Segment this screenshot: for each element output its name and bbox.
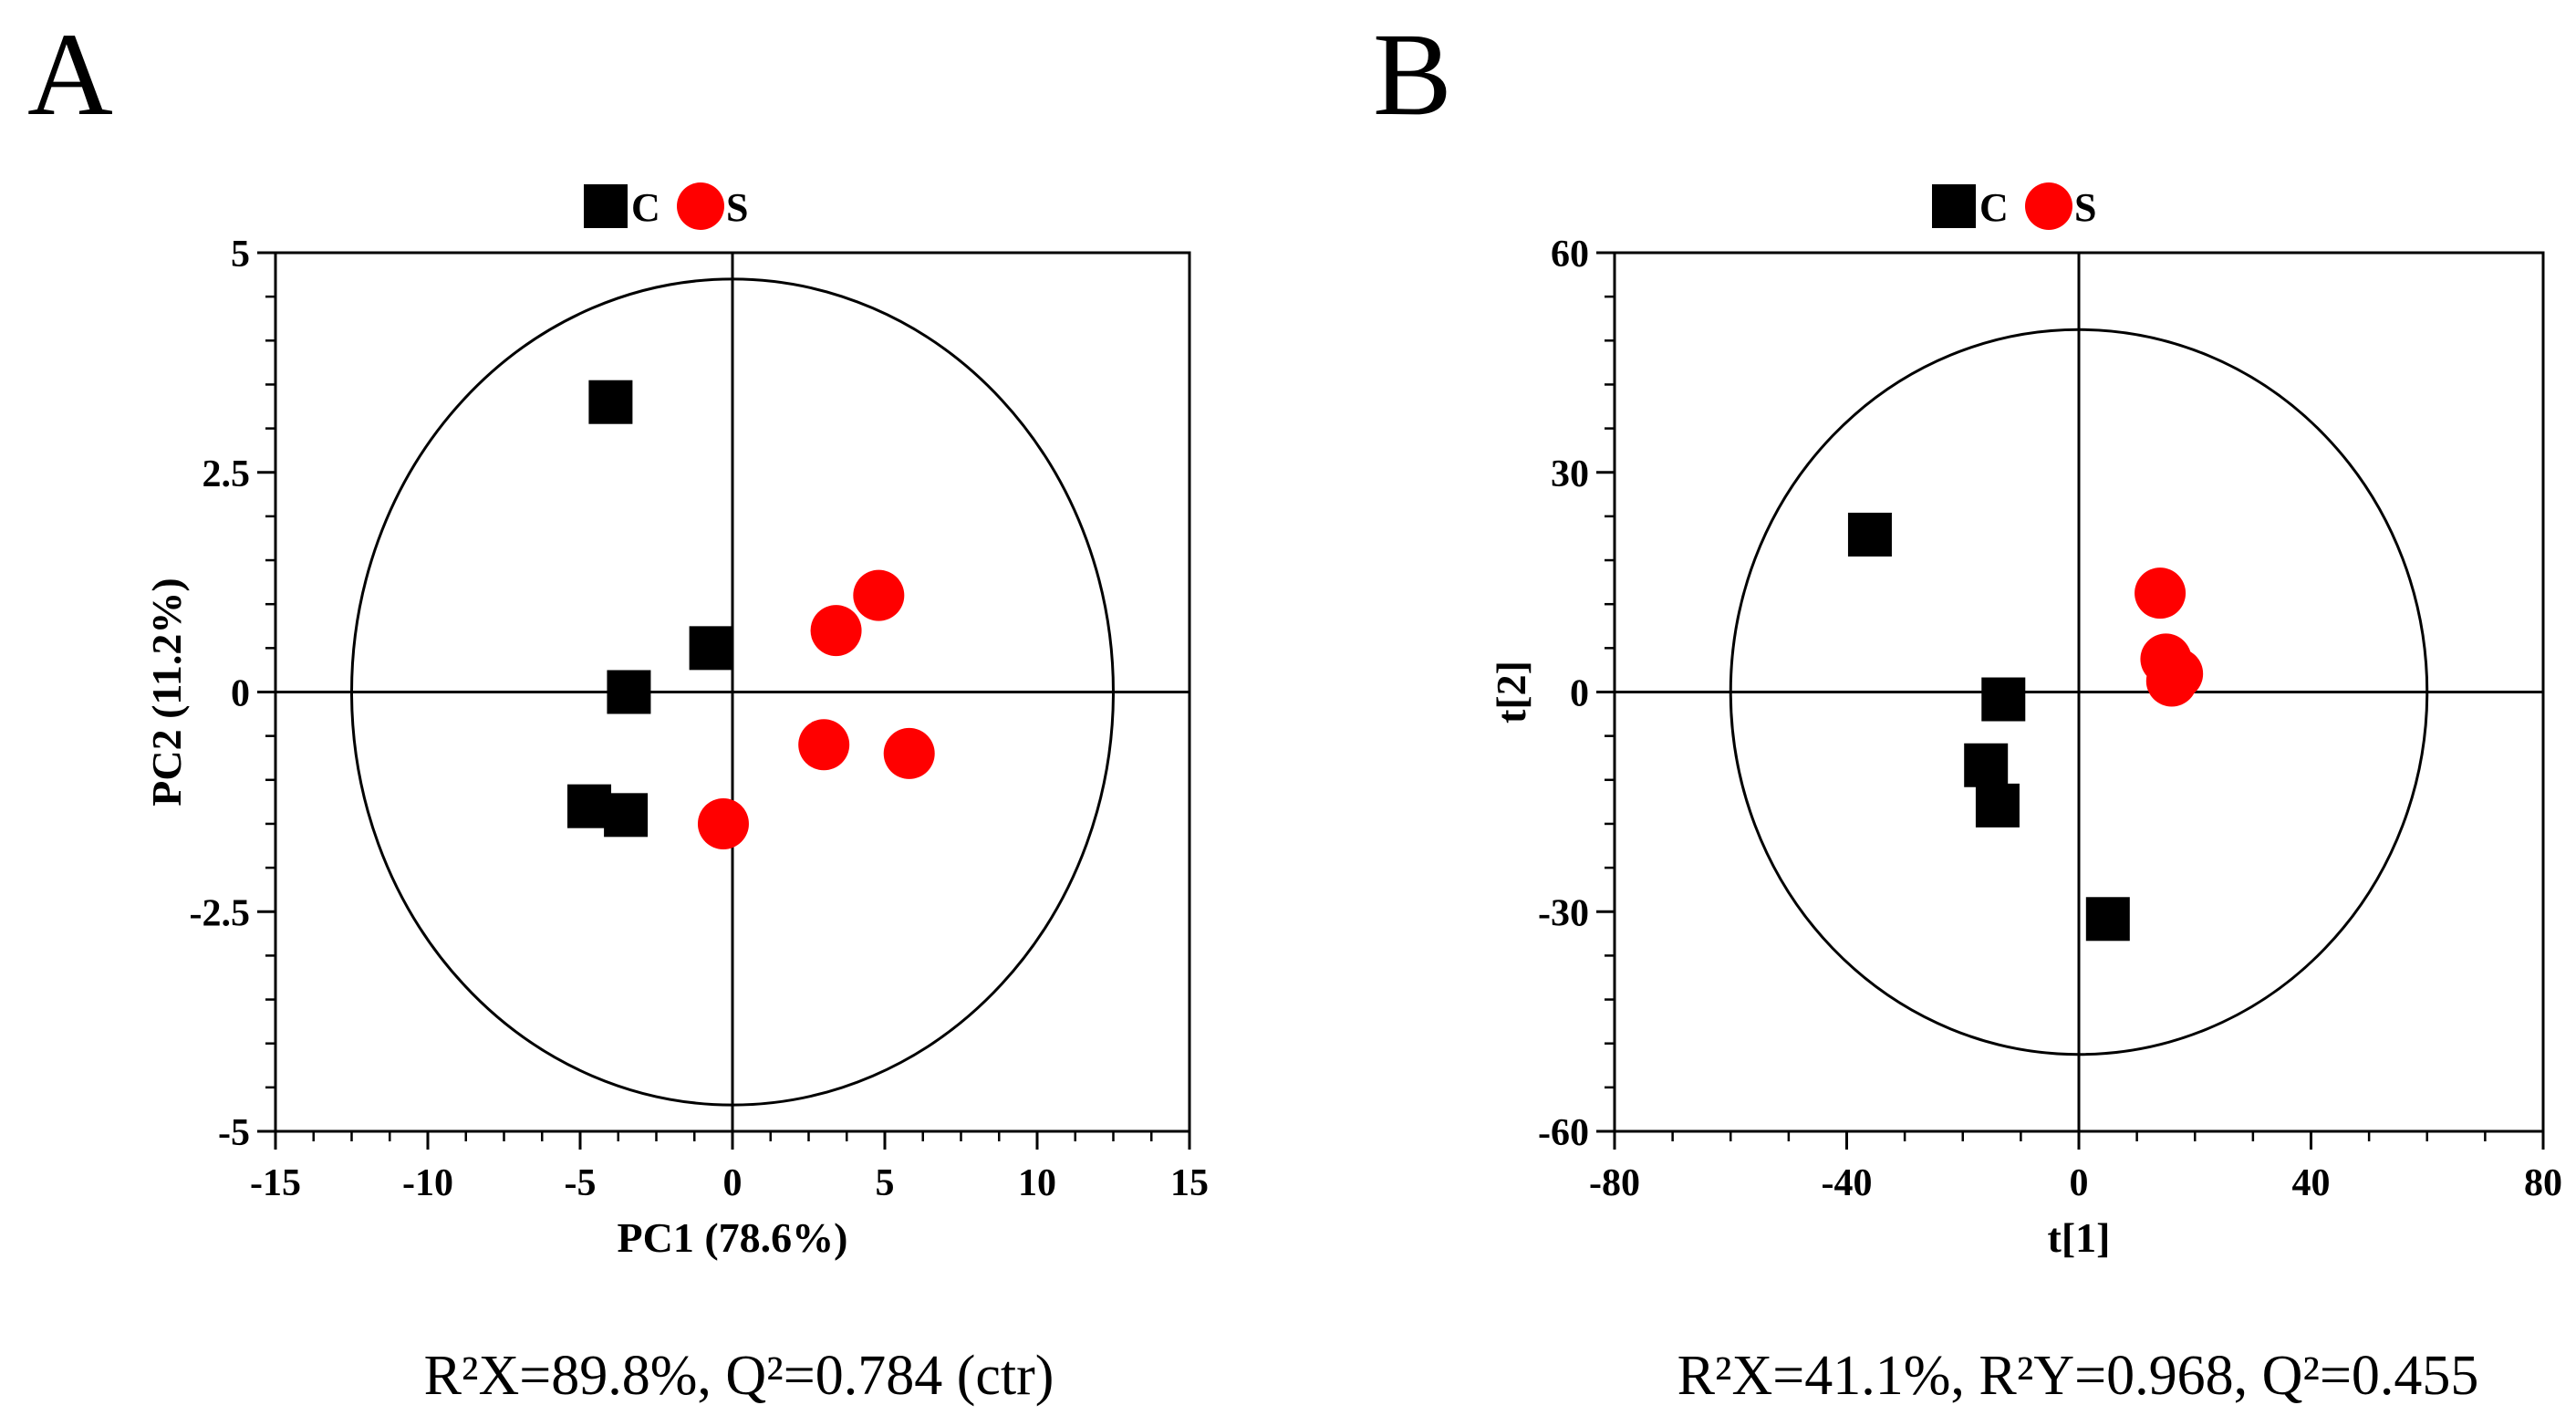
legend-label: C	[631, 185, 660, 230]
model-stats: R²X=41.1%, R²Y=0.968, Q²=0.455	[1678, 1345, 2479, 1407]
legend-circle-marker	[2025, 182, 2072, 230]
data-point-C	[1981, 677, 2026, 722]
panel-label: A	[27, 9, 113, 141]
y-tick-label: 2.5	[203, 453, 251, 495]
data-point-C	[2085, 897, 2130, 942]
legend-label: C	[1979, 185, 2009, 230]
x-tick-label: 15	[1170, 1162, 1209, 1204]
y-tick-label: 0	[1570, 673, 1589, 715]
legend-label: S	[726, 185, 748, 230]
legend-circle-marker	[677, 182, 724, 230]
x-tick-label: 10	[1018, 1162, 1056, 1204]
data-point-C	[689, 626, 733, 671]
y-tick-label: -5	[218, 1112, 250, 1154]
x-tick-label: -10	[402, 1162, 453, 1204]
data-point-C	[604, 793, 649, 838]
x-tick-label: -80	[1589, 1162, 1640, 1204]
y-tick-label: 0	[231, 673, 250, 715]
data-point-S	[697, 797, 749, 849]
panel-a: A -15 -10 -5 0 5 10 15 -5 -2.5 0 2.5 5 PC1 (78.6%) PC2…	[27, 9, 1209, 1407]
confidence-ellipse	[1729, 328, 2429, 1056]
data-point-S	[2135, 567, 2186, 619]
data-point-S	[798, 719, 850, 771]
data-point-S	[810, 605, 862, 657]
x-tick-label: 80	[2524, 1162, 2562, 1204]
y-tick-label: 30	[1551, 453, 1589, 495]
legend-square-marker	[584, 184, 628, 228]
data-point-C	[1847, 512, 1892, 557]
x-tick-label: -15	[250, 1162, 301, 1204]
legend-label: S	[2074, 185, 2096, 230]
data-point-C	[567, 784, 612, 828]
y-axis-label: t[2]	[1488, 661, 1534, 723]
y-tick-label: -2.5	[190, 892, 251, 934]
y-tick-label: -30	[1538, 892, 1589, 934]
legend-square-marker	[1932, 184, 1976, 228]
data-point-S	[883, 727, 935, 779]
panel-label: B	[1373, 9, 1452, 141]
model-stats: R²X=89.8%, Q²=0.784 (ctr)	[424, 1345, 1054, 1407]
x-tick-label: -40	[1822, 1162, 1873, 1204]
x-tick-label: -5	[565, 1162, 597, 1204]
x-tick-label: 40	[2292, 1162, 2331, 1204]
x-axis-label: t[1]	[2048, 1214, 2111, 1261]
y-tick-label: 60	[1551, 234, 1589, 276]
data-point-C	[1964, 743, 2009, 787]
x-tick-label: 5	[876, 1162, 895, 1204]
data-point-C	[607, 670, 651, 714]
confidence-ellipse	[350, 277, 1115, 1107]
x-tick-label: 0	[2070, 1162, 2089, 1204]
data-point-S	[853, 569, 905, 621]
x-tick-label: 0	[723, 1162, 743, 1204]
y-tick-label: 5	[231, 234, 250, 276]
data-point-C	[588, 380, 633, 424]
data-point-C	[1975, 783, 2020, 827]
x-axis-label: PC1 (78.6%)	[618, 1214, 848, 1261]
y-axis-label: PC2 (11.2%)	[143, 578, 190, 806]
y-tick-label: -60	[1538, 1112, 1589, 1154]
data-point-S	[2145, 655, 2197, 707]
